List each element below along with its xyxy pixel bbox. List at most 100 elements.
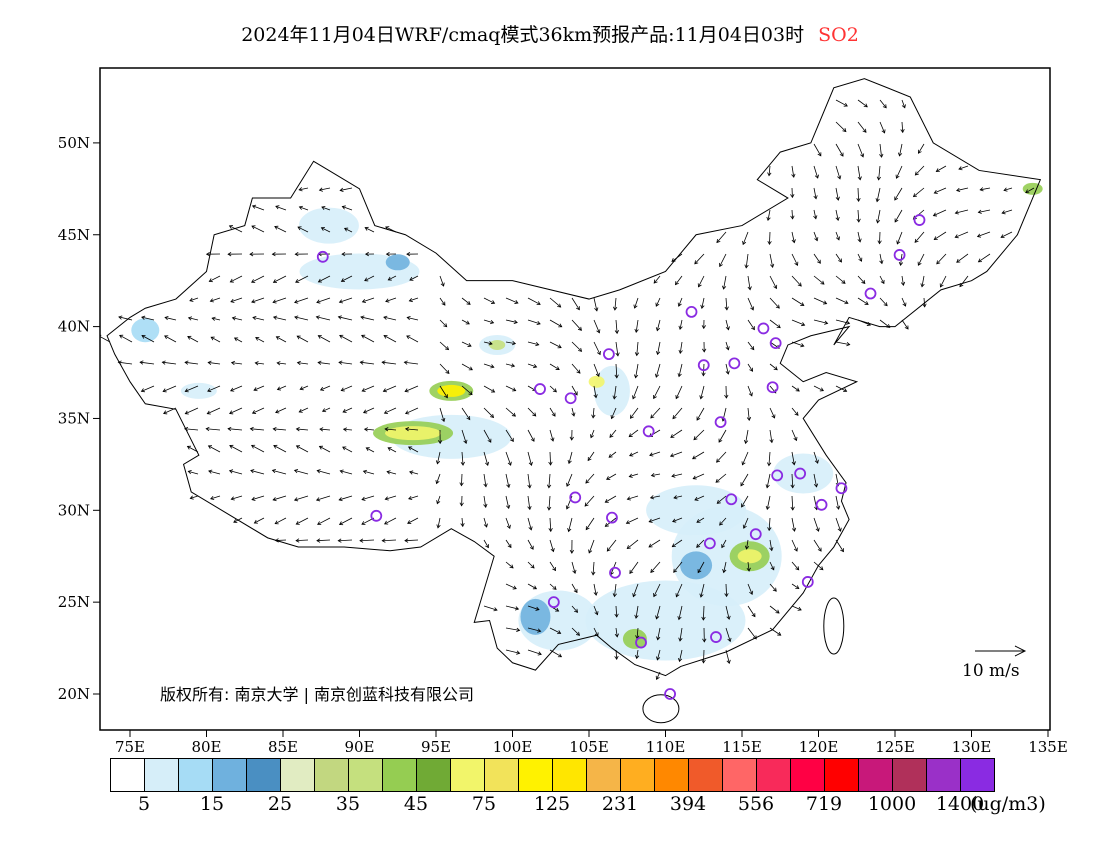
wind-arrow [483,363,495,369]
wind-arrow-shaft [385,226,397,233]
wind-arrow-head [532,412,537,417]
wind-arrow-head [671,258,676,262]
wind-arrow [206,407,221,415]
wind-arrow [744,539,750,550]
wind-arrow [527,649,542,656]
colorbar-label: 35 [335,793,361,815]
wind-arrow-head [725,370,730,375]
wind-arrow-head [512,585,517,590]
wind-arrow-head [365,447,370,452]
colorbar-swatch [723,759,757,791]
wind-arrow-shaft [274,517,287,525]
wind-arrow [791,429,798,442]
wind-arrow [549,407,556,417]
wind-arrow [227,252,243,257]
wind-arrow [299,385,309,391]
wind-arrow [677,605,683,621]
wind-arrow [341,205,353,211]
wind-arrow-shaft [338,539,353,542]
wind-arrow-shaft [813,275,825,285]
wind-arrow-shaft [339,335,353,343]
wind-arrow [141,315,155,321]
wind-arrow-head [632,593,637,598]
wind-arrow-shaft [585,473,595,484]
wind-arrow-head [437,440,443,445]
wind-arrow-head [772,587,777,592]
wind-arrow [692,473,705,480]
wind-arrow-shaft [549,297,561,308]
wind-arrow-shaft [527,495,531,510]
wind-arrow-shaft [300,385,309,390]
wind-arrow-head [794,261,799,266]
wind-arrow [360,315,375,321]
wind-arrow-shaft [436,495,441,504]
wind-arrow-shaft [229,470,243,475]
wind-arrow-shaft [548,495,551,510]
wind-arrow-shaft [382,361,397,365]
wind-arrow [483,297,496,304]
wind-arrow [835,99,848,107]
wind-arrow [932,209,947,217]
wind-arrow-head [512,387,517,392]
wind-arrow-head [746,567,751,572]
wind-arrow-head [775,609,780,614]
wind-arrow [696,517,705,523]
wind-arrow-head [249,426,254,432]
wind-arrow [857,165,862,181]
wind-arrow-head [678,349,683,354]
wind-arrow-head [546,506,552,511]
wind-arrow-head [466,416,471,421]
lon-tick-label: 115E [722,738,762,756]
wind-arrow [625,517,639,525]
wind-arrow-head [752,635,757,640]
wind-arrow-shaft [272,469,287,475]
wind-arrow [766,209,771,222]
wind-arrow-shaft [740,473,749,486]
wind-arrow-head [187,316,193,321]
wind-arrow-shaft [766,473,771,488]
wind-arrow [593,385,598,399]
wind-arrow-shaft [387,447,397,453]
wind-arrow [857,253,863,262]
wind-arrow [527,495,532,511]
wind-arrow-head [917,261,922,266]
wind-arrow [571,583,578,594]
wind-arrow [584,495,595,507]
wind-arrow [207,360,221,365]
wind-arrow-shaft [650,495,661,499]
wind-arrow-shaft [273,428,287,431]
wind-arrow [571,385,578,396]
wind-arrow-shaft [228,428,243,431]
wind-arrow [251,407,265,414]
wind-arrow-shaft [588,539,595,554]
city-marker [757,322,770,335]
wind-arrow-shaft [745,253,749,268]
wind-arrow-head [612,593,617,598]
wind-arrow [702,341,707,353]
wind-arrow-head [251,299,256,304]
wind-arrow-head [536,301,541,306]
wind-arrow [549,627,562,635]
wind-arrow-shaft [651,473,661,477]
wind-arrow-shaft [747,385,753,397]
wind-arrow-shaft [505,341,516,345]
wind-arrow-head [567,459,572,465]
wind-arrow [608,451,617,458]
wind-arrow-shaft [549,517,552,532]
wind-arrow [954,231,969,239]
wind-arrow-shaft [813,187,817,199]
wind-arrow [835,231,840,241]
wind-arrow-head [886,323,891,328]
wind-arrow-shaft [250,470,265,475]
wind-arrow-head [490,300,496,304]
wind-arrow-head [233,337,239,342]
wind-arrow [187,335,199,343]
wind-arrow-head [186,445,192,450]
wind-arrow [901,319,909,330]
wind-arrow-shaft [747,627,757,640]
lat-tick-label: 35N [58,409,90,427]
wind-arrow-shaft [294,469,309,475]
wind-arrow-head [838,258,842,263]
concentration-patch [585,580,746,661]
wind-arrow [614,627,619,638]
